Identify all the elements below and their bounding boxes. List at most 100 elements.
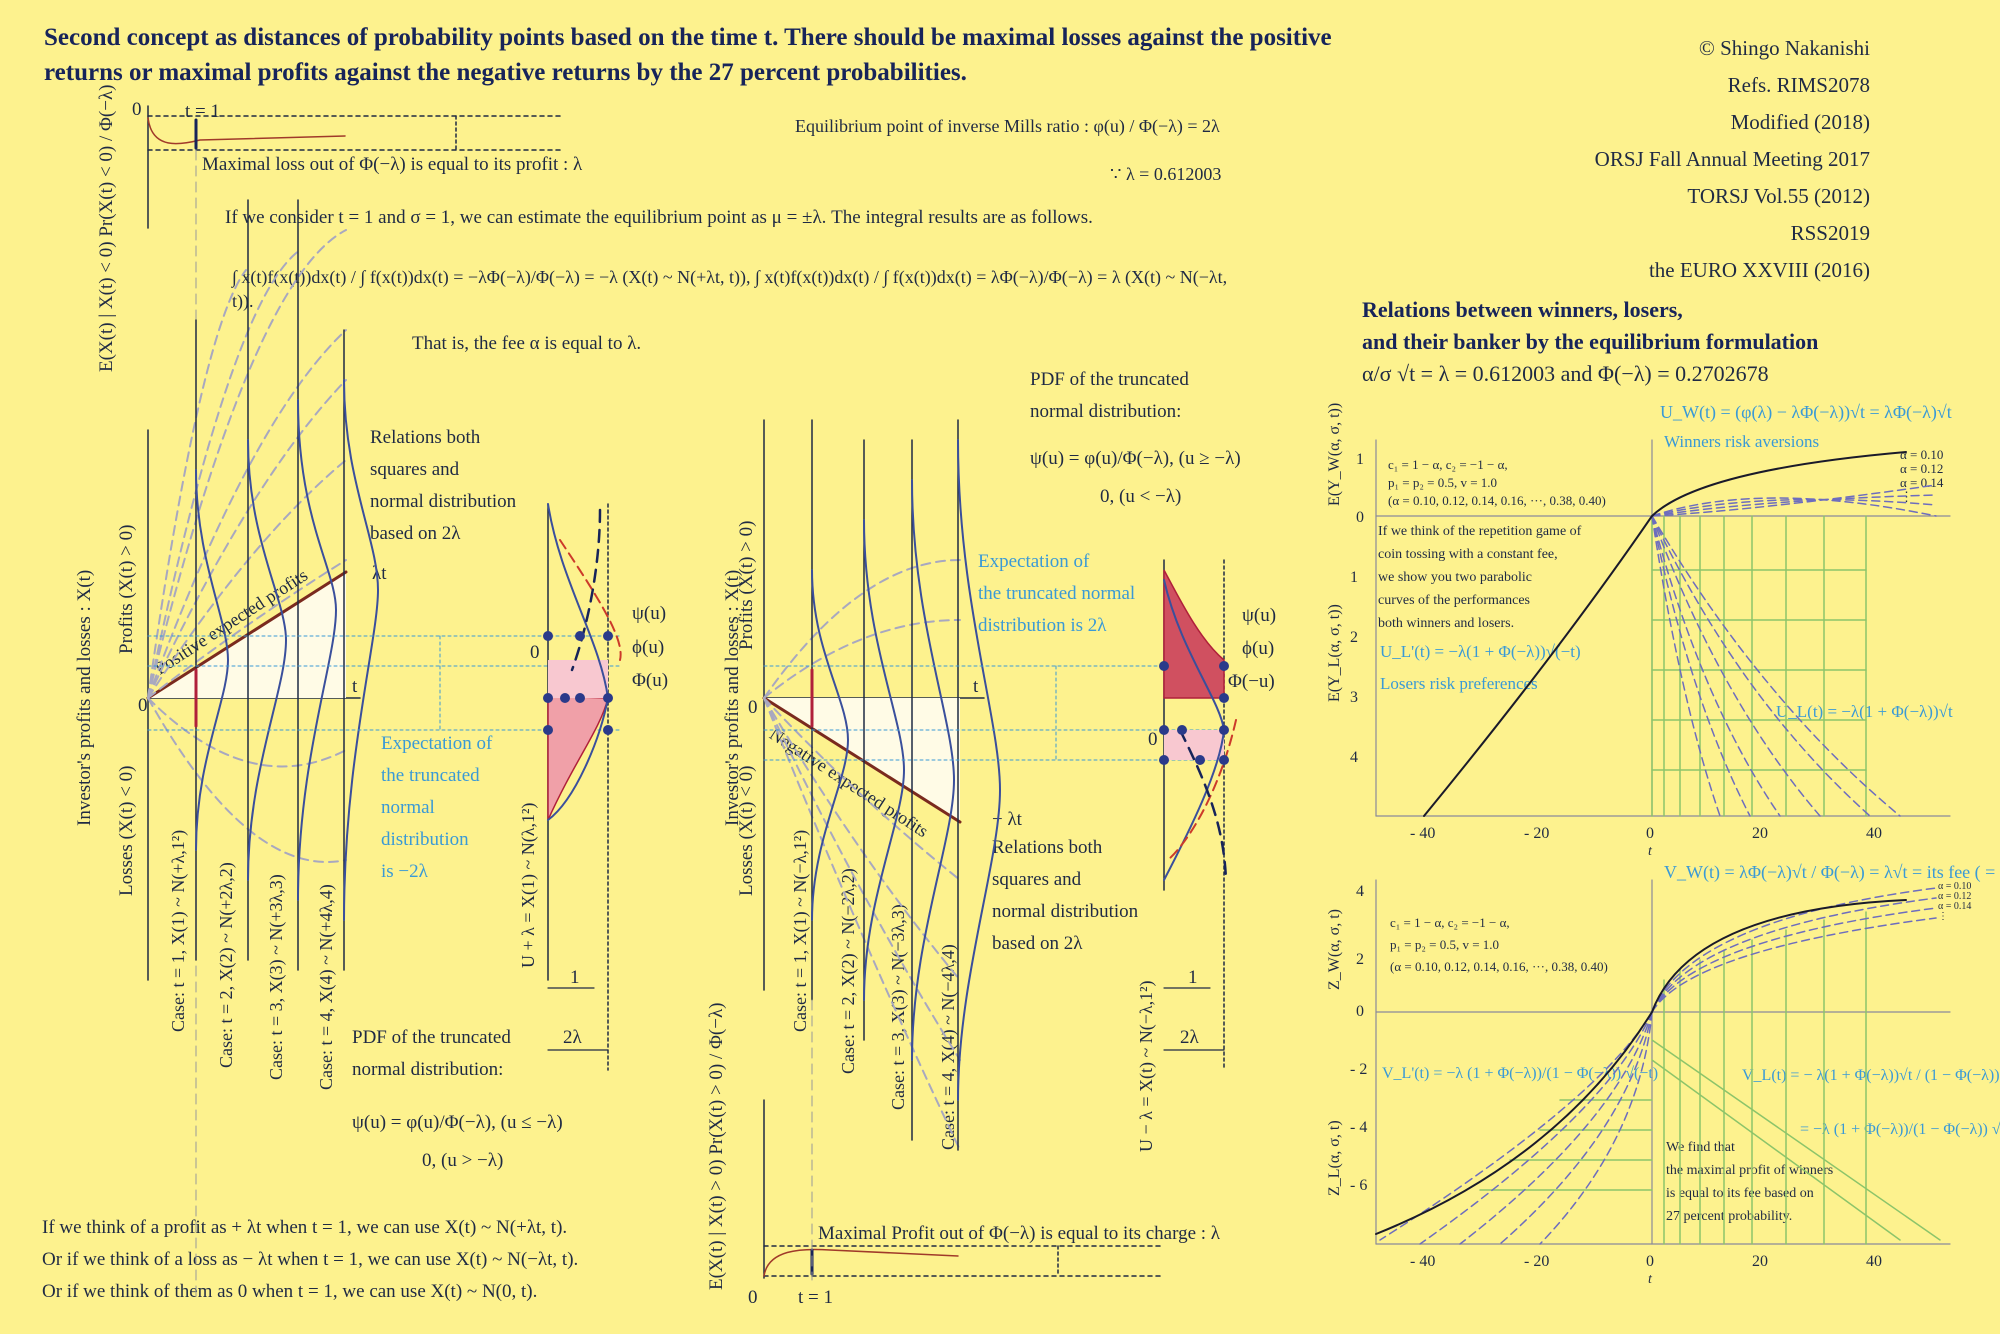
side-dist-left: U + λ = X(1) ~ N(λ,1²) — [518, 802, 538, 968]
ytick-bot-0: 0 — [1356, 1003, 1364, 1020]
top-params: c₁ = 1 − α, c₂ = −1 − α, p₁ = p₂ = 0.5, v… — [1388, 457, 1606, 508]
ytick-bot-m2: - 2 — [1350, 1061, 1368, 1078]
zero-label-top: 0 — [132, 99, 142, 120]
fee-text: That is, the fee α is equal to λ. — [412, 333, 642, 354]
top-loss-curve — [147, 117, 346, 145]
vl-pos-label: V_L(t) = − λ(1 + Φ(−λ))√t / (1 − Φ(−λ)) — [1742, 1067, 2000, 1084]
minus-lambda-t-mid: − λt — [992, 809, 1022, 830]
ytick-bot-m4: - 4 — [1350, 1119, 1368, 1136]
left-dots — [543, 631, 613, 735]
one-left: 1 — [570, 967, 580, 988]
mid-dots — [1159, 661, 1229, 765]
negative-expected-label: Negative expected profits — [766, 723, 932, 842]
case1-mid: Case: t = 1, X(1) ~ N(−λ,1²) — [790, 829, 810, 1032]
right-heading: Relations between winners, losers, and th… — [1362, 297, 1819, 354]
page-title: Second concept as distances of probabili… — [44, 24, 1332, 86]
credit-orsj: ORSJ Fall Annual Meeting 2017 — [1594, 147, 1870, 171]
credit-rss: RSS2019 — [1790, 221, 1870, 245]
ytick-bot-4: 4 — [1356, 883, 1364, 900]
xtick-top-m40: - 40 — [1410, 825, 1436, 842]
rt-blue-dashed-fan — [1651, 484, 1937, 817]
credit-torsj: TORSJ Vol.55 (2012) — [1687, 184, 1870, 208]
winners-label: Winners risk aversions — [1664, 432, 1820, 451]
mid-red-fill — [1163, 569, 1225, 699]
expectation-mid: Expectation of the truncated normal distri… — [978, 551, 1136, 636]
uw-label: U_W(t) = (φ(λ) − λΦ(−λ))√t = λΦ(−λ)√t — [1660, 402, 1952, 422]
xtick-bot-m40: - 40 — [1410, 1253, 1436, 1270]
losers-label: Losers risk preferences — [1380, 674, 1538, 693]
credit-author: © Shingo Nakanishi — [1698, 36, 1870, 60]
xtick-top-40: 40 — [1866, 825, 1882, 842]
positive-expected-line — [146, 570, 348, 700]
two-lambda-left: 2λ — [563, 1027, 582, 1048]
ytick-top-m3: 3 — [1350, 689, 1358, 706]
positive-expected-label: Positive expected profits — [151, 564, 312, 679]
t1-label-bottom: t = 1 — [798, 1287, 833, 1308]
left-dashed-fan — [147, 229, 347, 863]
consider-text: If we consider t = 1 and σ = 1, we can e… — [225, 207, 1093, 228]
relations-mid: Relations both squares and normal distribu… — [992, 837, 1139, 954]
top-alphas: α = 0.10 α = 0.12 α = 0.14 ⋮ — [1900, 447, 1944, 504]
losses-label-left: Losses (X(t) < 0) — [116, 765, 137, 897]
case3-left: Case: t = 3, X(3) ~ N(+3λ,3) — [266, 874, 286, 1080]
positive-profit-triangle — [148, 572, 346, 698]
ytick-top-1: 1 — [1356, 451, 1364, 468]
ul-neg-label: U_L'(t) = −λ(1 + Φ(−λ))√(−t) — [1380, 642, 1581, 661]
right-formula: α/σ √t = λ = 0.612003 and Φ(−λ) = 0.2702… — [1362, 361, 1769, 386]
bottom-notes: If we think of a profit as + λt when t =… — [42, 1217, 579, 1302]
two-lambda-mid: 2λ — [1180, 1027, 1199, 1048]
t-left: t — [352, 676, 358, 697]
credit-euro: the EURO XXVIII (2016) — [1648, 258, 1870, 282]
mid-side-dist-axes — [1163, 559, 1225, 1071]
maximal-loss-text: Maximal loss out of Φ(−λ) is equal to it… — [202, 154, 583, 175]
expectation-left: Expectation of the truncated normal distrib… — [381, 733, 493, 882]
case2-left: Case: t = 2, X(2) ~ N(+2λ,2) — [216, 862, 236, 1068]
y-lower-top: E(Y_L(α, σ, t)) — [1326, 604, 1343, 702]
ytick-top-m4: 4 — [1350, 749, 1358, 766]
case2-mid: Case: t = 2, X(2) ~ N(−2λ,2) — [838, 868, 858, 1074]
xtick-top-m20: - 20 — [1524, 825, 1550, 842]
mid-pink-band — [1164, 730, 1224, 760]
y-upper-top: E(Y_W(α, σ, t)) — [1326, 402, 1343, 506]
left-pink-band — [548, 660, 608, 698]
top-note: If we think of the repetition game of coi… — [1378, 524, 1582, 631]
one-mid: 1 — [1188, 967, 1198, 988]
case4-left: Case: t = 4, X(4) ~ N(+4λ,4) — [316, 884, 336, 1090]
t1-label-top: t = 1 — [185, 101, 220, 122]
mid-side-normal — [1163, 579, 1226, 881]
mid-side-dashed-red — [1167, 719, 1237, 861]
y-label-bottom-mid: E(X(t) | X(t) > 0) Pr(X(t) > 0) / Φ(−λ) — [706, 1002, 727, 1290]
side-dist-mid: U − λ = X(t) ~ N(−λ,1²) — [1136, 980, 1156, 1152]
xtick-bot-20: 20 — [1752, 1253, 1768, 1270]
cdf-label-left: Φ(u) — [632, 670, 669, 691]
xtick-bot-40: 40 — [1866, 1253, 1882, 1270]
bottom-alphas: α = 0.10 α = 0.12 α = 0.14 ⋮ — [1938, 881, 1972, 922]
losses-label-mid: Losses (X(t) < 0) — [736, 765, 757, 897]
pdf-title-left: PDF of the truncated normal distribution: — [352, 1027, 511, 1080]
phi-label-left: ϕ(u) — [632, 637, 665, 658]
psi-label-mid: ψ(u) — [1242, 605, 1277, 626]
y-label-main-left: Investor's profits and losses : X(t) — [74, 569, 95, 826]
pdf-formula-left: ψ(u) = φ(u)/Φ(−λ), (u ≤ −λ) 0, (u > −λ) — [352, 1112, 563, 1171]
xtick-bot-m20: - 20 — [1524, 1253, 1550, 1270]
t-mid: t — [973, 676, 979, 697]
ytick-bot-m6: - 6 — [1350, 1177, 1368, 1194]
xtick-top-0: 0 — [1646, 825, 1654, 842]
zero-left: 0 — [138, 695, 148, 716]
relations-left: Relations both squares and normal distribu… — [370, 427, 517, 544]
ul-pos-label: U_L(t) = −λ(1 + Φ(−λ))√t — [1776, 702, 1953, 721]
ytick-top-m2: 2 — [1350, 629, 1358, 646]
profits-label-mid: Profits (X(t) > 0) — [736, 520, 757, 650]
zero-side-mid: 0 — [1148, 729, 1158, 750]
credits: © Shingo Nakanishi Refs. RIMS2078 Modifi… — [1595, 30, 1870, 289]
vl-neg-label: V_L'(t) = −λ (1 + Φ(−λ))/(1 − Φ(−λ)) √(−… — [1382, 1065, 1659, 1082]
lambda-value: ∵ λ = 0.612003 — [1110, 164, 1222, 184]
case3-mid: Case: t = 3, X(3) ~ N(−3λ,3) — [888, 904, 908, 1110]
ytick-top-m1: 1 — [1350, 569, 1358, 586]
bottom-note: We find that the maximal profit of winner… — [1666, 1140, 1834, 1224]
phi-label-mid: ϕ(u) — [1242, 638, 1275, 659]
left-side-dashed-navy — [570, 508, 602, 672]
vw-label: V_W(t) = λΦ(−λ)√t / Φ(−λ) = λ√t = its fe… — [1664, 862, 2000, 882]
xtick-top-20: 20 — [1752, 825, 1768, 842]
left-dotted-guides — [147, 635, 621, 731]
